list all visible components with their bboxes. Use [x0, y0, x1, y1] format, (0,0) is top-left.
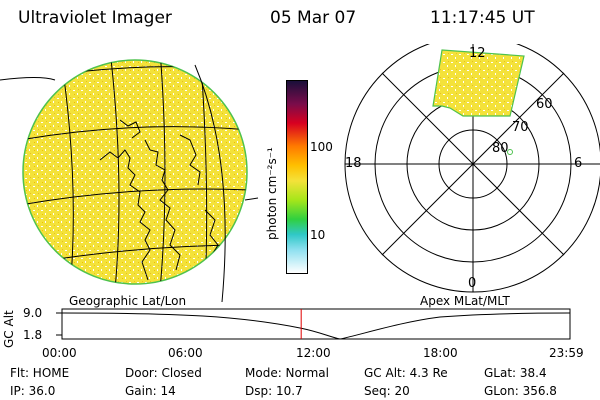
mlt-label-18: 18	[345, 156, 362, 171]
info-mode: Mode: Normal	[245, 366, 329, 380]
apex-caption: Apex MLat/MLT	[420, 294, 510, 308]
altitude-plot-frame	[61, 308, 571, 340]
earth-disk	[22, 59, 248, 285]
info-glon: GLon: 356.8	[484, 384, 557, 398]
altitude-curve	[61, 312, 571, 340]
info-dsp: Dsp: 10.7	[245, 384, 303, 398]
info-seq: Seq: 20	[364, 384, 410, 398]
colorbar	[286, 80, 308, 274]
mlt-label-6: 6	[574, 156, 583, 171]
outer-grid-line	[0, 77, 56, 81]
colorbar-unit-label: photon cm⁻²s⁻¹	[265, 147, 279, 240]
info-ip: IP: 36.0	[10, 384, 56, 398]
colorbar-tick-10: 10	[310, 228, 326, 242]
info-flight: Flt: HOME	[10, 366, 70, 380]
outer-grid-line	[244, 197, 259, 201]
alt-tick-bottom: 1.8	[23, 328, 43, 342]
mlat-label-80: 80	[492, 141, 509, 156]
outer-grid-line	[194, 64, 226, 302]
colorbar-tick-100: 100	[310, 140, 333, 154]
time-tick-0000: 00:00	[42, 346, 77, 360]
time-tick-0600: 06:00	[168, 346, 203, 360]
geographic-image	[0, 59, 259, 302]
info-gain: Gain: 14	[125, 384, 176, 398]
emission-blob	[507, 149, 513, 155]
mlt-label-0: 0	[468, 276, 477, 291]
instrument-title: Ultraviolet Imager	[18, 8, 172, 28]
info-door: Door: Closed	[125, 366, 202, 380]
coastlines	[99, 119, 221, 281]
gc-alt-axis-label: GC Alt	[2, 310, 16, 348]
info-gc-alt: GC Alt: 4.3 Re	[364, 366, 448, 380]
info-glat: GLat: 38.4	[484, 366, 547, 380]
polar-plot	[344, 44, 600, 293]
observation-time: 11:17:45 UT	[430, 8, 535, 28]
auroral-emission-region	[432, 49, 525, 117]
observation-date: 05 Mar 07	[270, 8, 357, 28]
mlat-label-70: 70	[512, 120, 529, 135]
polar-axis-diagonal	[381, 72, 565, 256]
time-tick-1800: 18:00	[423, 346, 458, 360]
mlat-label-60: 60	[536, 97, 553, 112]
geographic-caption: Geographic Lat/Lon	[69, 294, 187, 308]
time-tick-1200: 12:00	[296, 346, 331, 360]
mlt-label-12: 12	[469, 46, 486, 61]
alt-tick-top: 9.0	[23, 306, 43, 320]
time-tick-2359: 23:59	[549, 346, 584, 360]
altitude-timeline	[56, 308, 571, 340]
